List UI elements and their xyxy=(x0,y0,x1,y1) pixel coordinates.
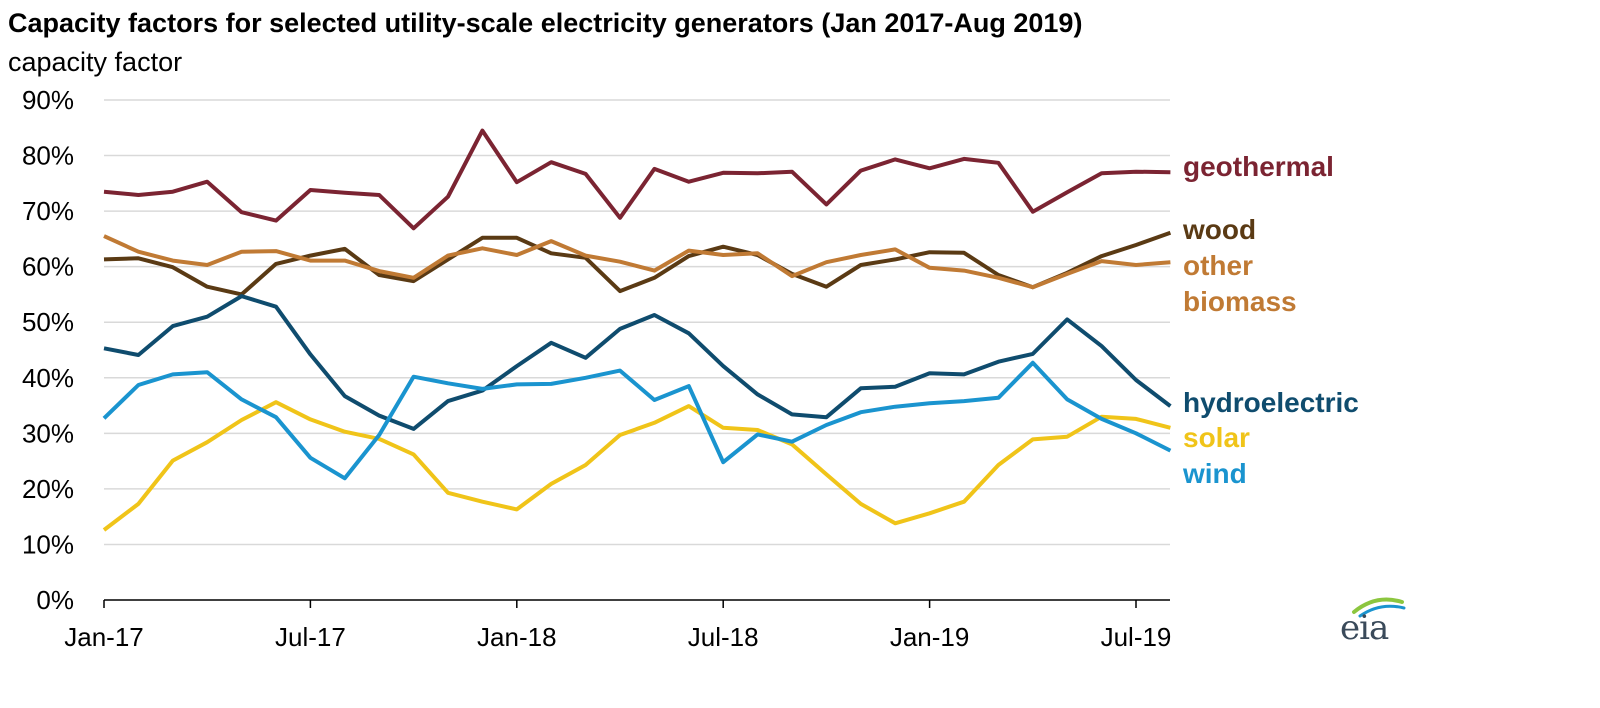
series-line-solar xyxy=(102,400,1171,532)
y-tick-label: 90% xyxy=(22,85,74,115)
x-tick-label: Jan-17 xyxy=(64,622,144,652)
series-labels: geothermal wood other biomass hydroelectric s… xyxy=(1182,151,1359,489)
y-tick-label: 20% xyxy=(22,474,74,504)
series-label-geothermal: geothermal xyxy=(1183,151,1334,182)
x-tick-label: Jul-18 xyxy=(688,622,759,652)
eia-logo-text: eia xyxy=(1340,608,1389,648)
series-line-geothermal xyxy=(103,128,1171,231)
eia-logo-swoosh-icon xyxy=(1352,597,1406,618)
y-tick-label: 80% xyxy=(22,141,74,171)
y-axis-label: capacity factor xyxy=(8,47,183,77)
y-tick-label: 40% xyxy=(22,363,74,393)
y-tick-label: 30% xyxy=(22,418,74,448)
series-line-hydroelectric xyxy=(103,294,1172,431)
series-line-other-biomass xyxy=(103,234,1171,290)
series-label-wind: wind xyxy=(1182,458,1247,489)
chart-title: Capacity factors for selected utility-sc… xyxy=(8,8,1083,38)
series-line-wind xyxy=(102,360,1172,481)
series-line-wood xyxy=(103,230,1172,297)
y-tick-label: 60% xyxy=(22,252,74,282)
x-axis: Jan-17 Jul-17 Jan-18 Jul-18 Jan-19 Jul-19 xyxy=(64,599,1172,652)
x-tick-label: Jan-18 xyxy=(477,622,557,652)
series-lines xyxy=(102,128,1172,532)
eia-logo: eia xyxy=(1340,596,1408,656)
series-label-wood: wood xyxy=(1182,214,1256,245)
series-label-hydroelectric: hydroelectric xyxy=(1183,387,1359,418)
y-tick-label: 50% xyxy=(22,307,74,337)
y-tick-label: 70% xyxy=(22,196,74,226)
y-tick-label: 0% xyxy=(36,585,74,615)
series-label-solar: solar xyxy=(1183,422,1250,453)
y-tick-label: 10% xyxy=(22,529,74,559)
grid xyxy=(104,99,1170,546)
x-tick-label: Jul-17 xyxy=(275,622,346,652)
x-tick-label: Jul-19 xyxy=(1101,622,1172,652)
y-axis: 0% 10% 20% 30% 40% 50% 60% 70% 80% 90% xyxy=(22,85,74,615)
series-label-other-biomass: other biomass xyxy=(1183,250,1297,317)
x-tick-label: Jan-19 xyxy=(890,622,970,652)
